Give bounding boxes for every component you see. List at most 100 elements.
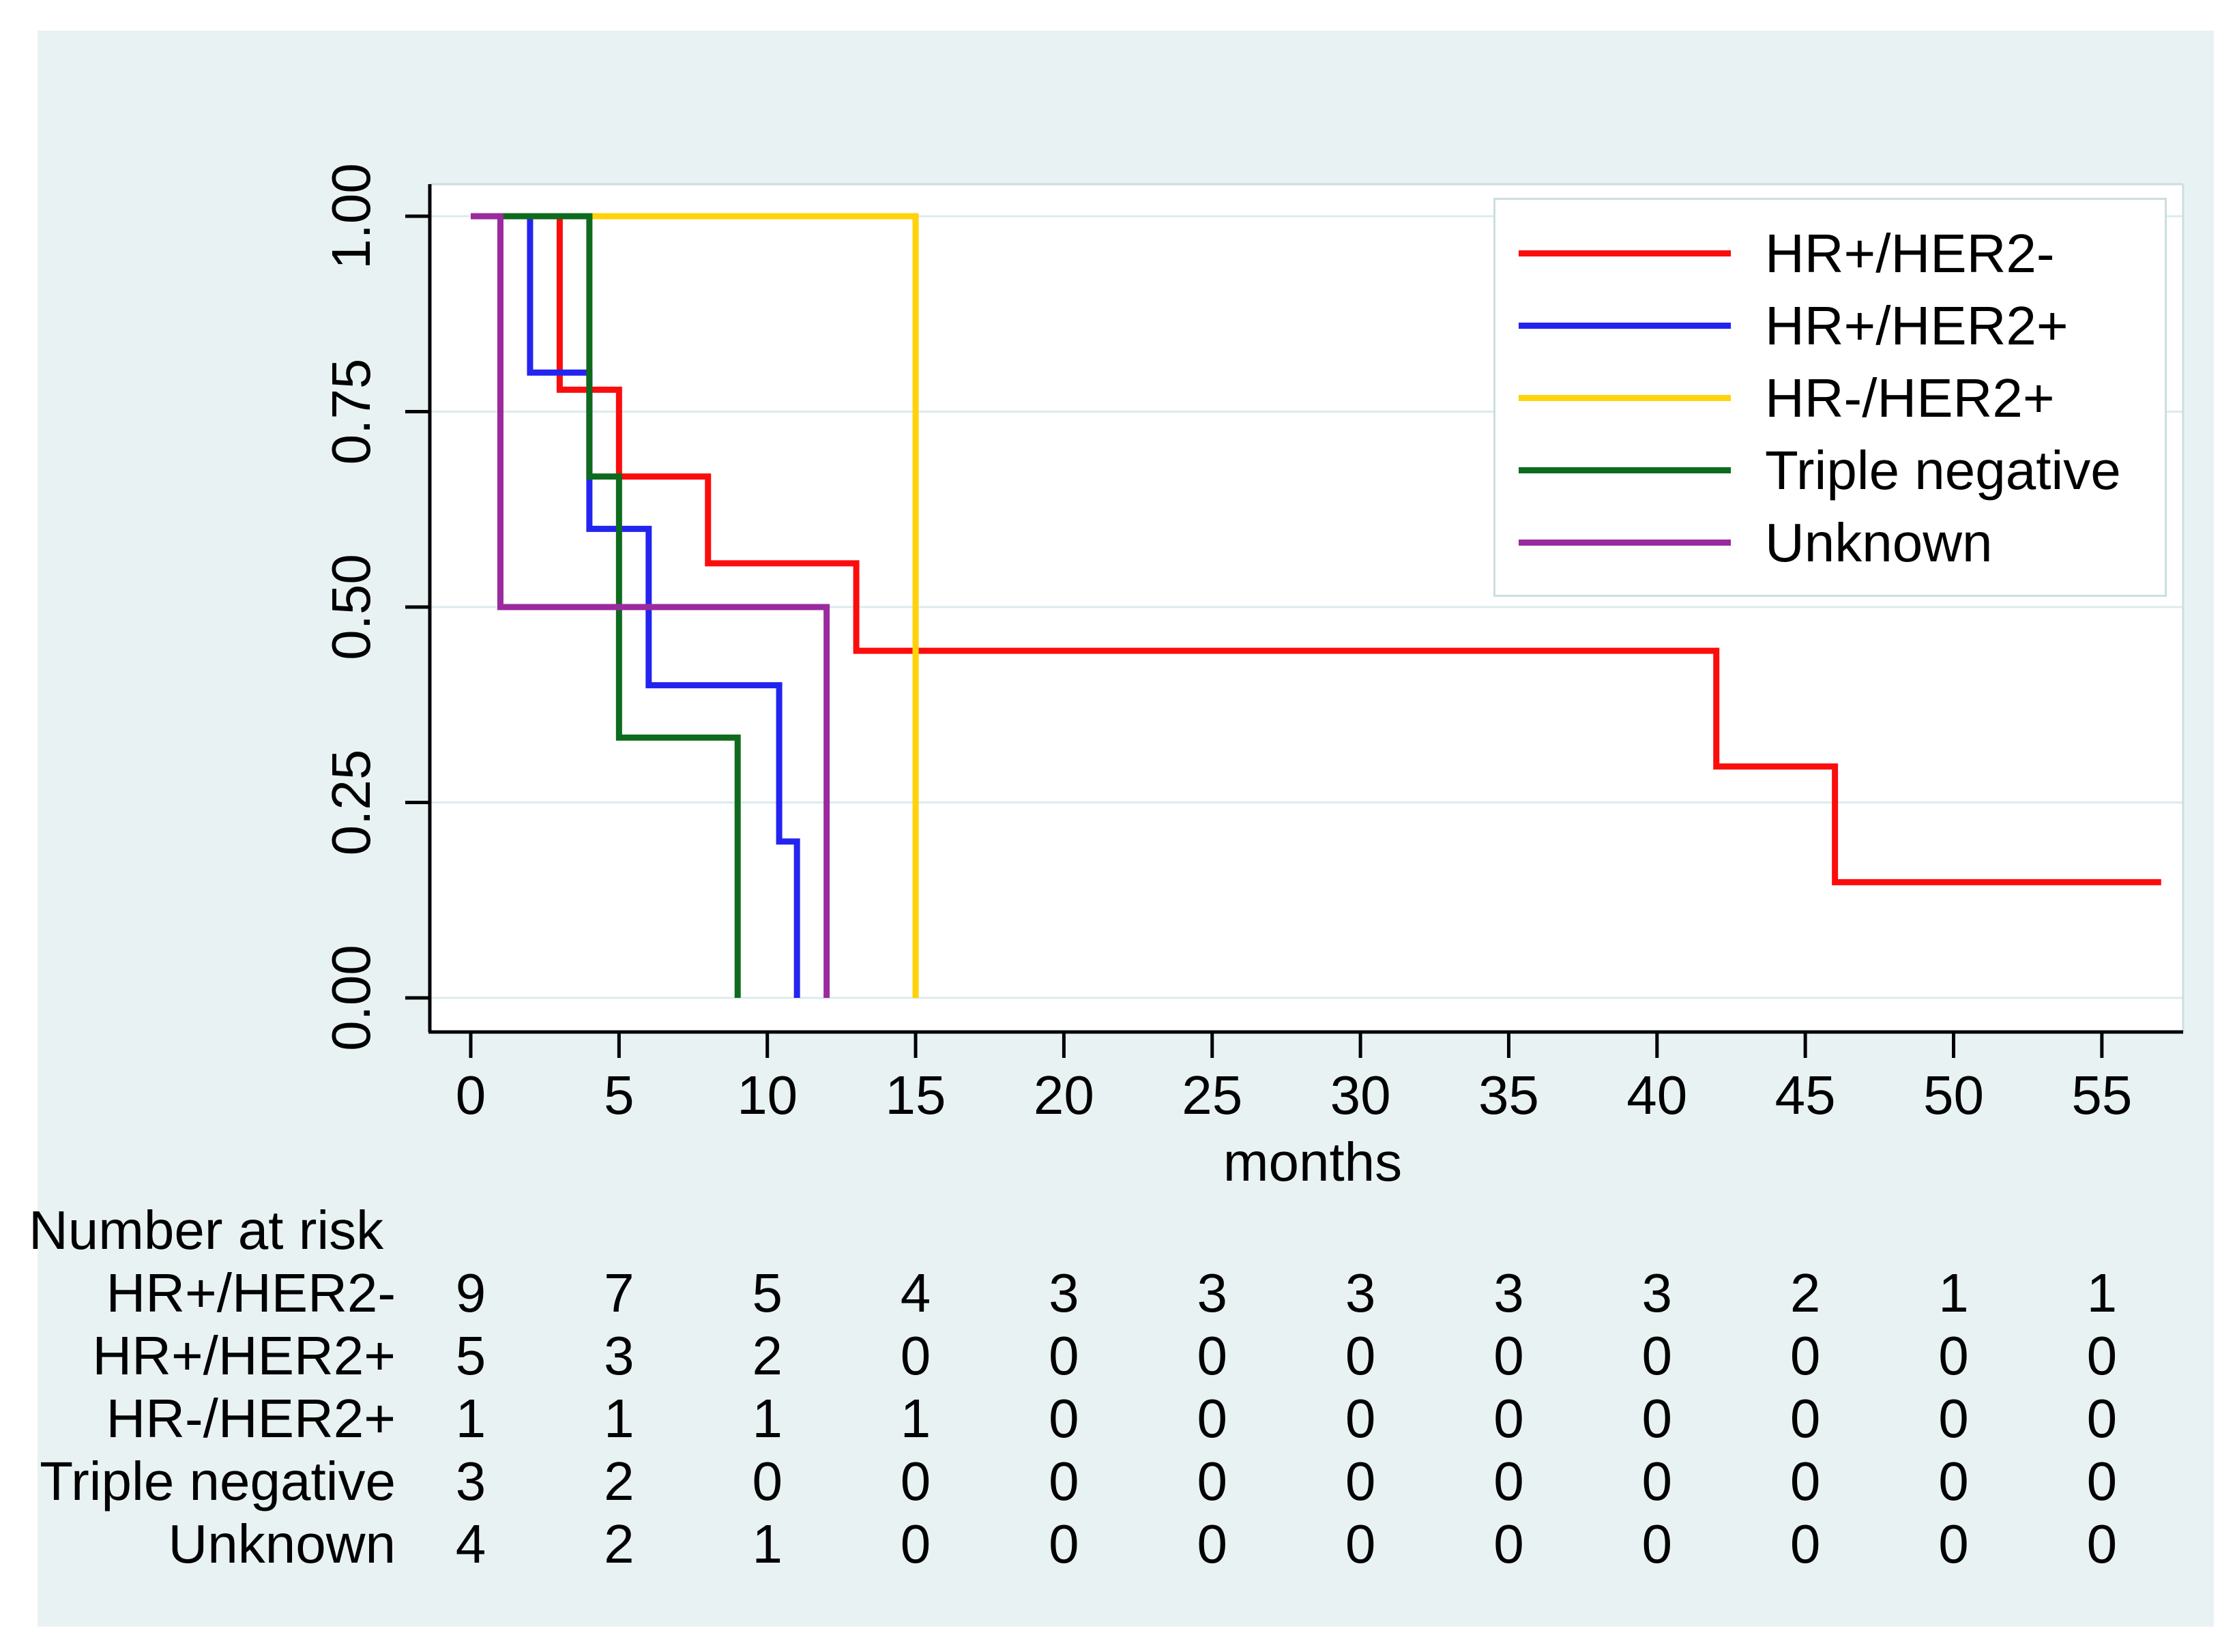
x-axis-tick-label: 55 <box>2071 1065 2133 1125</box>
risk-count: 1 <box>752 1388 783 1449</box>
survival-curve-HR+/HER2- <box>471 213 2161 885</box>
x-axis-tick-label: 5 <box>604 1065 634 1125</box>
risk-count: 0 <box>1197 1451 1228 1511</box>
y-axis-tick-label: 1.00 <box>321 163 381 269</box>
risk-count: 0 <box>1197 1325 1228 1386</box>
legend-item-label: HR+/HER2- <box>1765 223 2055 284</box>
risk-count: 0 <box>1938 1325 1969 1386</box>
survival-curve-HR-/HER2+ <box>471 213 919 998</box>
legend-item-label: Unknown <box>1765 512 1993 573</box>
survival-curve-Unknown <box>471 213 830 998</box>
risk-count: 9 <box>455 1263 486 1323</box>
x-axis-tick-label: 45 <box>1774 1065 1836 1125</box>
legend-item-label: HR+/HER2+ <box>1765 295 2069 356</box>
risk-count: 0 <box>1493 1388 1524 1449</box>
risk-count: 0 <box>1049 1514 1079 1574</box>
risk-row-label: Triple negative <box>40 1451 396 1511</box>
x-axis-tick-label: 25 <box>1182 1065 1243 1125</box>
risk-count: 0 <box>1345 1451 1376 1511</box>
risk-count: 0 <box>1938 1514 1969 1574</box>
risk-count: 1 <box>455 1388 486 1449</box>
risk-row-label: HR+/HER2- <box>106 1263 396 1323</box>
x-axis-tick-label: 0 <box>455 1065 486 1125</box>
risk-count: 0 <box>1493 1325 1524 1386</box>
risk-count: 4 <box>455 1514 486 1574</box>
risk-count: 0 <box>1049 1325 1079 1386</box>
legend-line-sample <box>1519 395 1731 401</box>
risk-count: 0 <box>1641 1514 1673 1574</box>
risk-count: 0 <box>2086 1514 2118 1574</box>
legend-line-sample <box>1519 250 1731 256</box>
x-axis-tick-label: 20 <box>1033 1065 1094 1125</box>
y-axis-tick-label: 0.75 <box>321 358 381 465</box>
risk-table-title: Number at risk <box>29 1200 384 1260</box>
risk-count: 0 <box>1049 1388 1079 1449</box>
risk-count: 0 <box>2086 1325 2118 1386</box>
risk-count: 0 <box>900 1325 931 1386</box>
risk-count: 0 <box>752 1451 783 1511</box>
legend-item-label: Triple negative <box>1765 440 2121 501</box>
legend-item-label: HR-/HER2+ <box>1765 368 2055 428</box>
risk-count: 0 <box>1197 1388 1228 1449</box>
risk-count: 2 <box>752 1325 783 1386</box>
x-axis-title: months <box>1223 1132 1403 1192</box>
risk-count: 3 <box>455 1451 486 1511</box>
risk-count: 0 <box>2086 1388 2118 1449</box>
risk-count: 0 <box>1790 1451 1821 1511</box>
risk-count: 0 <box>900 1451 931 1511</box>
y-axis-tick-label: 0.00 <box>321 945 381 1051</box>
risk-count: 2 <box>604 1514 634 1574</box>
x-axis-tick-label: 35 <box>1478 1065 1539 1125</box>
risk-count: 5 <box>752 1263 783 1323</box>
risk-row-label: Unknown <box>168 1514 396 1574</box>
risk-count: 0 <box>1345 1388 1376 1449</box>
risk-count: 0 <box>1790 1325 1821 1386</box>
risk-count: 0 <box>1790 1388 1821 1449</box>
risk-count: 0 <box>1493 1514 1524 1574</box>
risk-count: 1 <box>752 1514 783 1574</box>
legend: HR+/HER2- HR+/HER2+ HR-/HER2+ Triple negati… <box>1493 198 2167 597</box>
risk-count: 0 <box>1345 1514 1376 1574</box>
legend-line-sample <box>1519 540 1731 546</box>
risk-count: 1 <box>2086 1263 2118 1323</box>
risk-count: 0 <box>1345 1325 1376 1386</box>
risk-count: 5 <box>455 1325 486 1386</box>
risk-count: 3 <box>604 1325 634 1386</box>
risk-count: 4 <box>900 1263 931 1323</box>
risk-count: 1 <box>1938 1263 1969 1323</box>
risk-count: 1 <box>900 1388 931 1449</box>
risk-count: 7 <box>604 1263 634 1323</box>
risk-count: 0 <box>1641 1388 1673 1449</box>
risk-count: 0 <box>1197 1514 1228 1574</box>
risk-count: 3 <box>1345 1263 1376 1323</box>
risk-row-label: HR-/HER2+ <box>106 1388 396 1449</box>
x-axis-tick-label: 40 <box>1626 1065 1688 1125</box>
y-axis-tick-label: 0.25 <box>321 749 381 856</box>
x-axis-tick-label: 30 <box>1330 1065 1391 1125</box>
y-axis-tick-label: 0.50 <box>321 554 381 660</box>
risk-count: 3 <box>1197 1263 1228 1323</box>
risk-count: 0 <box>1790 1514 1821 1574</box>
risk-count: 0 <box>1641 1325 1673 1386</box>
legend-line-sample <box>1519 467 1731 473</box>
risk-count: 3 <box>1493 1263 1524 1323</box>
x-axis-tick-label: 50 <box>1923 1065 1984 1125</box>
survival-curve-HR+/HER2+ <box>471 213 800 998</box>
x-axis-tick-label: 15 <box>885 1065 946 1125</box>
risk-count: 0 <box>900 1514 931 1574</box>
risk-count: 0 <box>1493 1451 1524 1511</box>
risk-count: 0 <box>2086 1451 2118 1511</box>
legend-line-sample <box>1519 323 1731 329</box>
risk-count: 0 <box>1938 1388 1969 1449</box>
risk-count: 2 <box>1790 1263 1821 1323</box>
risk-count: 3 <box>1049 1263 1079 1323</box>
risk-count: 0 <box>1049 1451 1079 1511</box>
risk-count: 3 <box>1641 1263 1673 1323</box>
risk-count: 1 <box>604 1388 634 1449</box>
risk-count: 2 <box>604 1451 634 1511</box>
survival-curve-Triple negative <box>471 213 741 998</box>
risk-count: 0 <box>1641 1451 1673 1511</box>
x-axis-tick-label: 10 <box>737 1065 798 1125</box>
risk-count: 0 <box>1938 1451 1969 1511</box>
